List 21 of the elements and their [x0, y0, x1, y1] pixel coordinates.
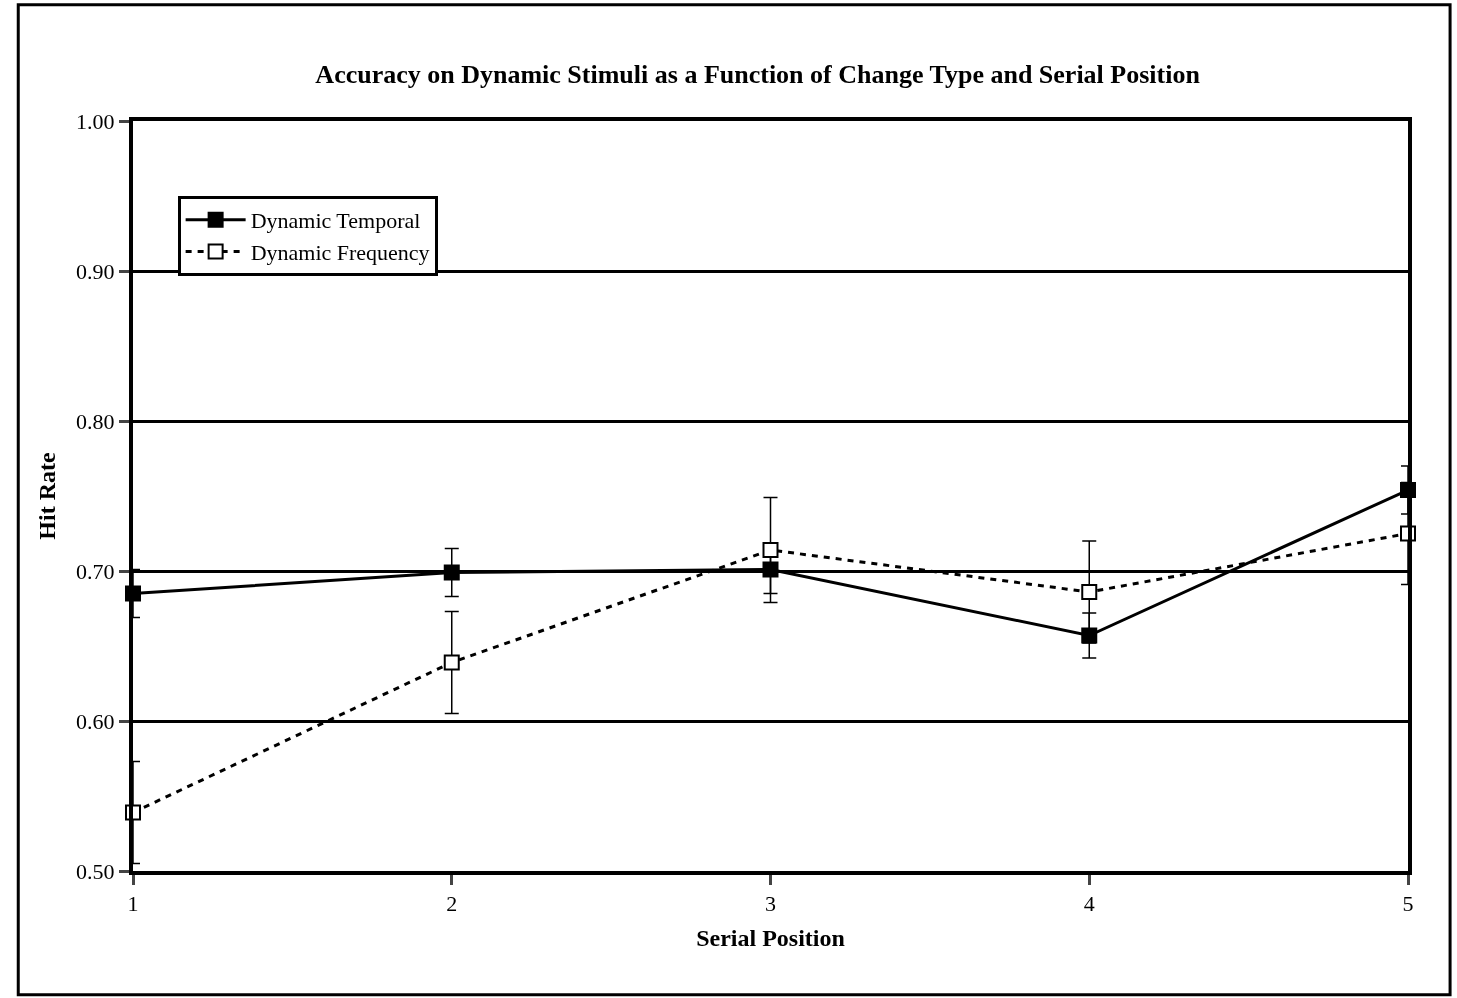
- point: [443, 654, 460, 671]
- x-tick-label: 1: [127, 891, 139, 917]
- y-tick-label: 0.50: [76, 858, 115, 884]
- legend-label: Dynamic Temporal: [250, 208, 421, 234]
- chart-title: Accuracy on Dynamic Stimuli as a Function of Change Type and Serial Position: [315, 60, 1201, 90]
- point: [443, 564, 460, 581]
- y-tick-label: 1.00: [76, 108, 115, 134]
- point: [762, 561, 779, 578]
- y-tick-label: 0.90: [76, 258, 115, 284]
- y-tick-label: 0.60: [76, 708, 115, 734]
- x-tick-label: 3: [765, 891, 776, 917]
- x-axis-title: Serial Position: [696, 925, 845, 952]
- x-tick-label: 2: [446, 891, 458, 917]
- y-axis-title: Hit Rate: [33, 452, 60, 540]
- x-tick-label: 4: [1083, 891, 1095, 917]
- y-tick-label: 0.70: [76, 558, 115, 584]
- y-tick-label: 0.80: [76, 408, 115, 434]
- x-tick-label: 5: [1402, 891, 1414, 917]
- point: [762, 542, 779, 558]
- legend-label: Dynamic Frequency: [250, 239, 430, 265]
- point: [1081, 584, 1098, 600]
